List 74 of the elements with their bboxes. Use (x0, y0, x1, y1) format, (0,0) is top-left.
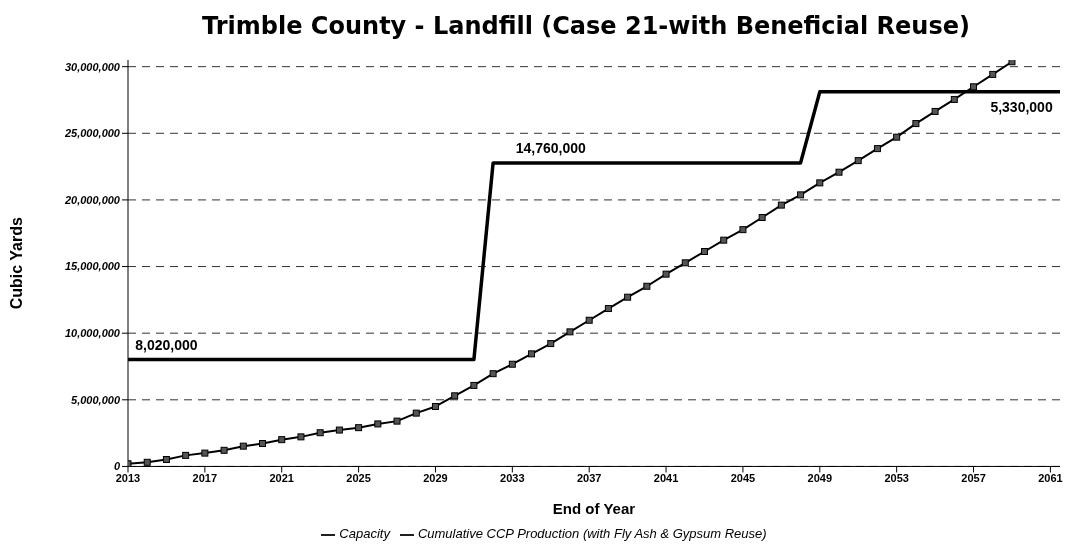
point (893, 133, 901, 141)
annotation: 14,760,000 (515, 139, 587, 156)
point (220, 446, 228, 454)
point (470, 381, 478, 389)
y-tick-label: 30,000,000 (64, 60, 121, 73)
y-tick-label: 25,000,000 (63, 127, 121, 140)
point (259, 440, 267, 448)
x-tick-label: 2053 (884, 472, 909, 485)
point (412, 409, 420, 417)
annotation: 8,020,000 (135, 336, 198, 353)
point (758, 214, 766, 222)
x-tick-label: 2041 (653, 472, 679, 485)
point (278, 436, 286, 444)
point (604, 305, 612, 313)
y-tick-label: 10,000,000 (64, 327, 121, 340)
y-tick-label: 5,000,000 (71, 393, 121, 406)
point (335, 426, 343, 434)
y-tick-label: 20,000,000 (63, 193, 121, 206)
point (201, 449, 209, 457)
x-tick-label: 2061 (1038, 472, 1063, 485)
point (355, 424, 363, 432)
point (681, 259, 689, 267)
x-tick-label: 2013 (115, 472, 141, 485)
y-tick-label: 15,000,000 (64, 260, 121, 273)
x-tick-label: 2017 (192, 472, 218, 485)
point (739, 226, 747, 234)
x-tick-label: 2021 (269, 472, 294, 485)
point (431, 402, 439, 410)
x-axis-title: End of Year (552, 500, 636, 518)
x-tick-label: 2029 (423, 472, 448, 485)
point (489, 370, 497, 378)
point (393, 417, 401, 425)
point (970, 83, 978, 91)
point (950, 95, 958, 103)
y-tick-label: 0 (113, 460, 121, 473)
point (547, 340, 555, 348)
point (297, 433, 305, 441)
y-axis-title: Cubic Yards (7, 217, 25, 310)
point (643, 282, 651, 290)
point (701, 247, 708, 255)
point (182, 451, 190, 459)
point (816, 179, 824, 187)
point (239, 442, 247, 450)
point (912, 120, 920, 128)
x-tick-label: 2025 (346, 472, 371, 485)
point (143, 458, 151, 466)
x-tick-label: 2049 (807, 472, 833, 485)
x-tick-label: 2057 (961, 472, 986, 485)
point (835, 168, 843, 176)
point (873, 145, 881, 153)
point (931, 107, 939, 115)
point (989, 70, 997, 78)
chart-title: Trimble County - Landfill (Case 21-with Beneficial Reuse) (201, 11, 971, 42)
point (566, 328, 574, 336)
x-tick-label: 2045 (730, 472, 756, 485)
point (508, 360, 516, 368)
point (528, 350, 536, 358)
legend-label: Cumulative CCP Production (with Fly Ash & Gypsum Reuse) (417, 526, 767, 542)
point (624, 293, 632, 301)
point (854, 157, 862, 165)
point (585, 316, 593, 324)
point (662, 270, 670, 278)
x-tick-label: 2033 (500, 472, 525, 485)
point (1008, 60, 1016, 66)
point (777, 201, 785, 209)
point (162, 456, 170, 464)
point (797, 191, 805, 199)
x-tick-label: 2037 (576, 472, 602, 485)
point (374, 420, 382, 428)
point (451, 392, 459, 400)
point (720, 236, 728, 244)
legend-label: Capacity (339, 526, 390, 542)
annotation: 5,330,000 (990, 98, 1053, 115)
point (316, 429, 324, 437)
